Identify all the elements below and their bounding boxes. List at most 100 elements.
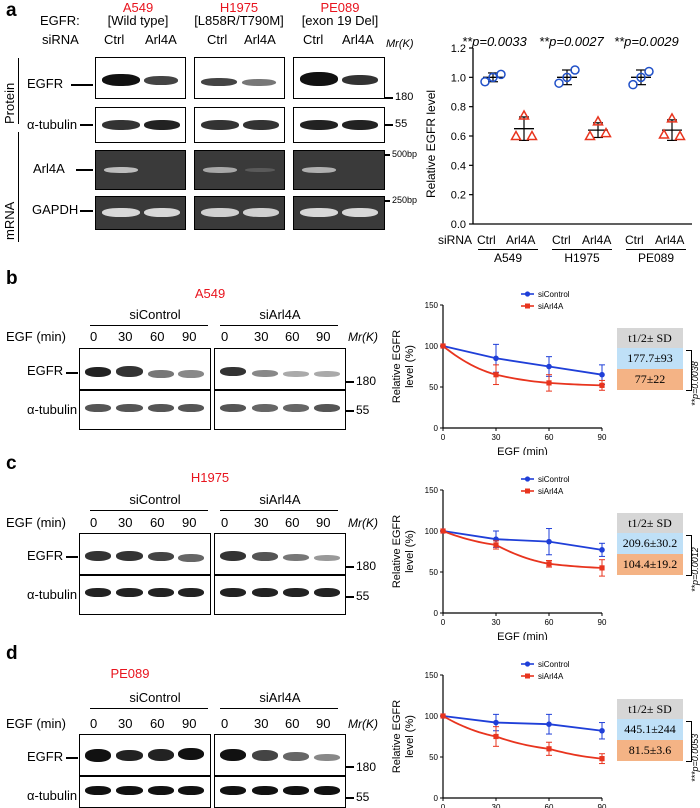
chart-a-group-pe089: PE089: [637, 251, 675, 265]
panel-b-mw-marker-55: [345, 410, 354, 412]
panel-c-mw-55: 55: [356, 589, 370, 603]
row-label-tubulin: α-tubulin: [27, 117, 78, 132]
panel-d-time-30b: 30: [254, 716, 269, 731]
mrna-bracket: [18, 132, 20, 242]
chart-a-lane-4: Ctrl: [625, 233, 644, 247]
chart-c-point-siArl4A: [440, 528, 446, 534]
chart-d-series-siControl: [442, 715, 603, 732]
chart-d-ylabel-line2: level (%): [404, 715, 416, 758]
protein-bracket: [18, 58, 20, 124]
gel-h1975-arl4a: [194, 150, 285, 190]
blot-h1975-egfr: [194, 57, 285, 99]
chart-d-legend-marker-siArl4A: [525, 673, 530, 679]
panel-c-mw-title: Mr(K): [348, 516, 378, 530]
chart-c-ylabel: Relative EGFRlevel (%): [391, 515, 416, 588]
chart-b-point-siControl: [546, 363, 552, 370]
chart-d-point-siControl: [493, 719, 499, 726]
chart-a-group-h1975: H1975: [564, 251, 600, 265]
panel-d-time-30: 30: [118, 716, 133, 731]
panel-c-time-30b: 30: [254, 515, 269, 530]
chart-d-point-siArl4A: [493, 733, 499, 740]
lane-ctrl-pe089: Ctrl: [303, 32, 324, 47]
chart-d-point-siControl: [546, 721, 552, 727]
panel-b-time-0b: 0: [221, 329, 229, 344]
blot-pe089-egfr: [293, 57, 385, 99]
chart-b-ytick-label: 100: [425, 342, 439, 351]
chart-c-xlabel: EGF (min): [497, 631, 548, 640]
panel-d-half-title: t1/2± SD (min): [617, 699, 683, 737]
chart-d-ytick-label: 0: [434, 794, 439, 803]
panel-c-time-0b: 0: [221, 515, 229, 530]
chart-c-series-siControl: [442, 530, 603, 551]
panel-d-blot-siarl4a: [214, 734, 346, 808]
panel-c-siarl4a: siArl4A: [259, 492, 301, 507]
panel-d-time-60b: 60: [285, 716, 300, 731]
chart-a-point-arl4a: [518, 109, 530, 120]
panel-d-time-60: 60: [150, 716, 165, 731]
chart-c-legend-marker-siControl: [524, 476, 531, 482]
panel-b-sicontrol-underline: [90, 325, 208, 327]
panel-b-half-title: t1/2± SD (min): [617, 328, 683, 366]
chart-d-point-siArl4A: [599, 756, 605, 762]
chart-a-scatter: 0.0 0.2 0.4 0.6 0.8 1.0 1.2: [451, 43, 692, 231]
chart-c-legend-label-siControl: siControl: [538, 475, 570, 484]
chart-b-line: 0 50 100 150 0 30 60 90 EGF (min) Relative EGFRle…: [391, 290, 607, 455]
panel-b-time-90b: 90: [316, 329, 331, 344]
panel-c-half-ctrl: 209.6±30.2: [617, 533, 683, 554]
lane-arl4a-a549: Arl4A: [145, 32, 177, 47]
bp-marker-500: [384, 154, 390, 156]
chart-c-xtick-label: 60: [545, 618, 554, 627]
panel-d-p-value: ***p=0.0053: [690, 733, 700, 782]
chart-a-lane-1: Arl4A: [506, 233, 536, 247]
chart-d-xtick-label: 0: [441, 803, 446, 808]
panel-c-sicontrol: siControl: [129, 492, 181, 507]
lane-arl4a-pe089: Arl4A: [342, 32, 374, 47]
panel-d-time-0b: 0: [221, 716, 229, 731]
row-label-egfr: EGFR: [27, 76, 64, 91]
panel-b-half-arl: 77±22: [617, 369, 683, 390]
panel-b-time-30b: 30: [254, 329, 269, 344]
chart-b-ylabel-line2: level (%): [404, 345, 416, 388]
chart-c-point-siArl4A: [493, 542, 499, 548]
panel-b-blot-sicontrol: [79, 348, 211, 430]
chart-c-xtick-label: 0: [441, 618, 446, 627]
mutation-pe089: [exon 19 Del]: [301, 13, 379, 28]
group-protein-label: Protein: [2, 82, 17, 124]
gel-a549-gapdh: [95, 196, 186, 230]
group-mrna-label: mRNA: [2, 201, 17, 240]
panel-b-mw-180: 180: [356, 374, 377, 388]
panel-c-blot-siarl4a: [214, 533, 346, 615]
chart-d-legend-label-siControl: siControl: [538, 660, 570, 669]
chart-a-lane-2: Ctrl: [552, 233, 571, 247]
chart-b-xlabel: EGF (min): [497, 446, 548, 455]
chart-d-point-siArl4A: [546, 746, 552, 752]
blot-a549-tubulin: [95, 107, 186, 143]
panel-b-time-0: 0: [90, 329, 98, 344]
panel-d-label: d: [6, 643, 18, 664]
chart-b-xtick-label: 60: [545, 433, 554, 442]
chart-b-point-siControl: [599, 371, 605, 378]
p-value-a549: **p=0.0033: [462, 34, 527, 49]
chart-a-lane-5: Arl4A: [655, 233, 685, 247]
chart-c-ylabel-line2: level (%): [404, 530, 416, 573]
chart-d-point-siControl: [599, 727, 605, 734]
chart-a-point-ctrl: [644, 66, 654, 77]
panel-c-egf-label: EGF (min): [6, 515, 66, 530]
panel-d-row-egfr: EGFR: [27, 749, 64, 764]
p-value-h1975: **p=0.0027: [539, 34, 604, 49]
chart-d-point-siArl4A: [440, 713, 446, 719]
row-marker-egfr: [71, 84, 93, 86]
chart-d-series-siArl4A: [442, 715, 603, 760]
chart-d-ytick-label: 150: [425, 671, 439, 680]
panel-c-row-egfr: EGFR: [27, 548, 64, 563]
chart-b-ylabel: Relative EGFRlevel (%): [391, 330, 416, 403]
sirna-row-label: siRNA: [42, 32, 79, 47]
panel-b-p-value: **p=0.0038: [690, 361, 700, 406]
chart-b-ylabel-line1: Relative EGFR: [391, 330, 403, 403]
chart-a-point-arl4a: [592, 115, 604, 126]
mw-title-a: Mr(K): [386, 38, 414, 50]
chart-a-ytick-label: 0.2: [451, 190, 466, 202]
chart-b-series-siControl: [442, 345, 603, 376]
chart-c-point-siControl: [546, 538, 552, 545]
